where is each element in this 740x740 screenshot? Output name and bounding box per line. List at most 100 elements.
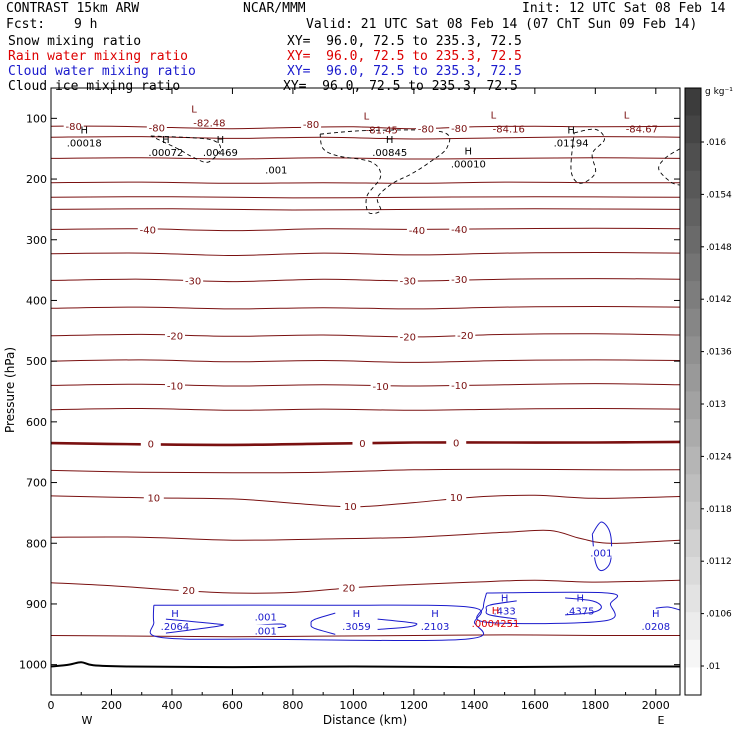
temperature-label-bg-11 — [164, 329, 185, 341]
temperature-label-bg-2 — [301, 117, 322, 129]
low-marker-2: L — [491, 111, 497, 122]
low-value-1: -81.45 — [366, 125, 398, 136]
west-label: W — [82, 714, 93, 727]
y-tick-label-3: 400 — [26, 294, 47, 307]
cloud-water-label-1: .001 — [255, 627, 277, 638]
cloud-water-contour-8 — [591, 521, 613, 572]
high-marker-8: H — [431, 609, 439, 620]
ice-label-0: .001 — [265, 165, 287, 176]
temperature-contour-9 — [50, 305, 681, 310]
high-marker-10: H — [576, 593, 584, 604]
high-value-11: .0004251 — [472, 619, 520, 630]
colorbar-segment-19 — [685, 612, 701, 641]
temperature-label-bg-24 — [338, 581, 359, 593]
temperature-contour-13 — [50, 407, 681, 411]
temperature-label-1: -80 — [149, 123, 165, 134]
colorbar-segment-17 — [685, 557, 701, 586]
temperature-label-bg-13 — [455, 329, 476, 341]
legend-cloud-water-name: Cloud water mixing ratio — [8, 64, 196, 79]
temperature-label-bg-12 — [397, 330, 418, 342]
low-marker-1: L — [364, 111, 370, 122]
high-value-10: .4375 — [566, 606, 595, 617]
legend-rain-xy: XY= 96.0, 72.5 to 235.3, 72.5 — [287, 49, 522, 64]
colorbar-label-8: .0112 — [706, 557, 732, 567]
high-marker-5: H — [567, 125, 575, 136]
temperature-label-3: -80 — [418, 125, 434, 136]
temperature-label-23: 20 — [182, 586, 195, 597]
plot-frame — [50, 87, 681, 696]
colorbar-segment-7 — [685, 281, 701, 310]
temperature-contour-10 — [50, 333, 681, 338]
temperature-label-24: 20 — [343, 584, 356, 595]
temperature-contour-8 — [50, 278, 681, 283]
y-tick-label-7: 800 — [26, 537, 47, 550]
temperature-contour-5 — [50, 208, 681, 211]
colorbar-label-10: .01 — [706, 662, 720, 672]
low-value-3: -84.67 — [626, 125, 658, 136]
low-marker-3: L — [624, 111, 630, 122]
high-marker-11: H — [492, 606, 500, 617]
temperature-contour-19 — [50, 634, 681, 638]
temperature-contour-1 — [50, 136, 681, 140]
model-title: CONTRAST 15km ARW — [6, 1, 140, 16]
temperature-label-12: -20 — [400, 332, 416, 343]
temperature-label-bg-0 — [63, 120, 84, 132]
high-marker-9: H — [501, 593, 509, 604]
temperature-label-19: 0 — [453, 438, 459, 449]
temperature-label-0: -80 — [66, 122, 82, 133]
x-tick-label-1: 200 — [101, 699, 122, 712]
high-value-2: .00469 — [203, 148, 238, 159]
high-value-9: .433 — [493, 606, 515, 617]
colorbar-label-2: .0148 — [706, 243, 732, 253]
legend-cloud-ice-xy: XY= 96.0, 72.5 to 235.3, 72.5 — [283, 79, 518, 94]
y-axis-title: Pressure (hPa) — [3, 347, 17, 433]
colorbar-segment-8 — [685, 308, 701, 337]
legend-snow-xy: XY= 96.0, 72.5 to 235.3, 72.5 — [287, 34, 522, 49]
colorbar-label-5: .013 — [706, 400, 726, 410]
legend-cloud-water-xy: XY= 96.0, 72.5 to 235.3, 72.5 — [287, 64, 522, 79]
temperature-label-bg-10 — [449, 273, 470, 285]
x-tick-label-8: 1600 — [521, 699, 549, 712]
x-tick-label-10: 2000 — [642, 699, 670, 712]
cloud-water-contour-6 — [485, 600, 517, 620]
high-value-7: .3059 — [342, 622, 371, 633]
cloud-water-contour-7 — [565, 597, 602, 616]
y-tick-label-6: 700 — [26, 477, 47, 490]
colorbar: .016 .0154 .0148 .0142 .0136 .013 .0124 .0118 .0… — [684, 87, 732, 696]
high-value-3: .00845 — [372, 148, 407, 159]
colorbar-segment-21 — [685, 667, 701, 696]
colorbar-label-0: .016 — [706, 138, 726, 148]
high-marker-0: H — [80, 125, 88, 136]
temperature-label-20: 10 — [147, 494, 160, 505]
temperature-label-15: -10 — [372, 382, 388, 393]
legend-rain-name: Rain water mixing ratio — [8, 49, 189, 64]
high-value-8: .2103 — [421, 622, 450, 633]
y-tick-label-9: 1000 — [19, 659, 47, 672]
temperature-label-9: -30 — [400, 276, 416, 287]
temperature-label-bg-9 — [397, 274, 418, 286]
temperature-contour-12 — [50, 383, 681, 387]
temperature-contour-17 — [50, 529, 681, 544]
temperature-label-bg-16 — [449, 378, 470, 390]
temperature-label-22: 10 — [450, 493, 463, 504]
valid-time: Valid: 21 UTC Sat 08 Feb 14 (07 ChT Sun … — [306, 17, 698, 32]
temperature-label-5: -40 — [140, 225, 156, 236]
high-value-5: .01194 — [554, 138, 589, 149]
x-tick-label-7: 1400 — [460, 699, 488, 712]
x-axis-title: Distance (km) — [323, 713, 407, 727]
low-value-0: -82.48 — [193, 119, 225, 130]
colorbar-frame — [684, 87, 702, 696]
colorbar-segment-12 — [685, 419, 701, 448]
legend-snow-name: Snow mixing ratio — [8, 34, 142, 49]
temperature-label-8: -30 — [185, 276, 201, 287]
temperature-label-bg-3 — [415, 122, 436, 134]
temperature-contour-11 — [50, 359, 681, 363]
cloud-water-contour-3 — [310, 612, 336, 635]
temperature-label-bg-19 — [446, 436, 467, 448]
temperature-label-bg-8 — [183, 274, 204, 286]
low-value-2: -84.16 — [493, 125, 525, 136]
cloud-water-contour-1 — [165, 618, 224, 634]
cloud-ice-contour-2 — [570, 128, 605, 184]
temperature-label-4: -80 — [451, 124, 467, 135]
